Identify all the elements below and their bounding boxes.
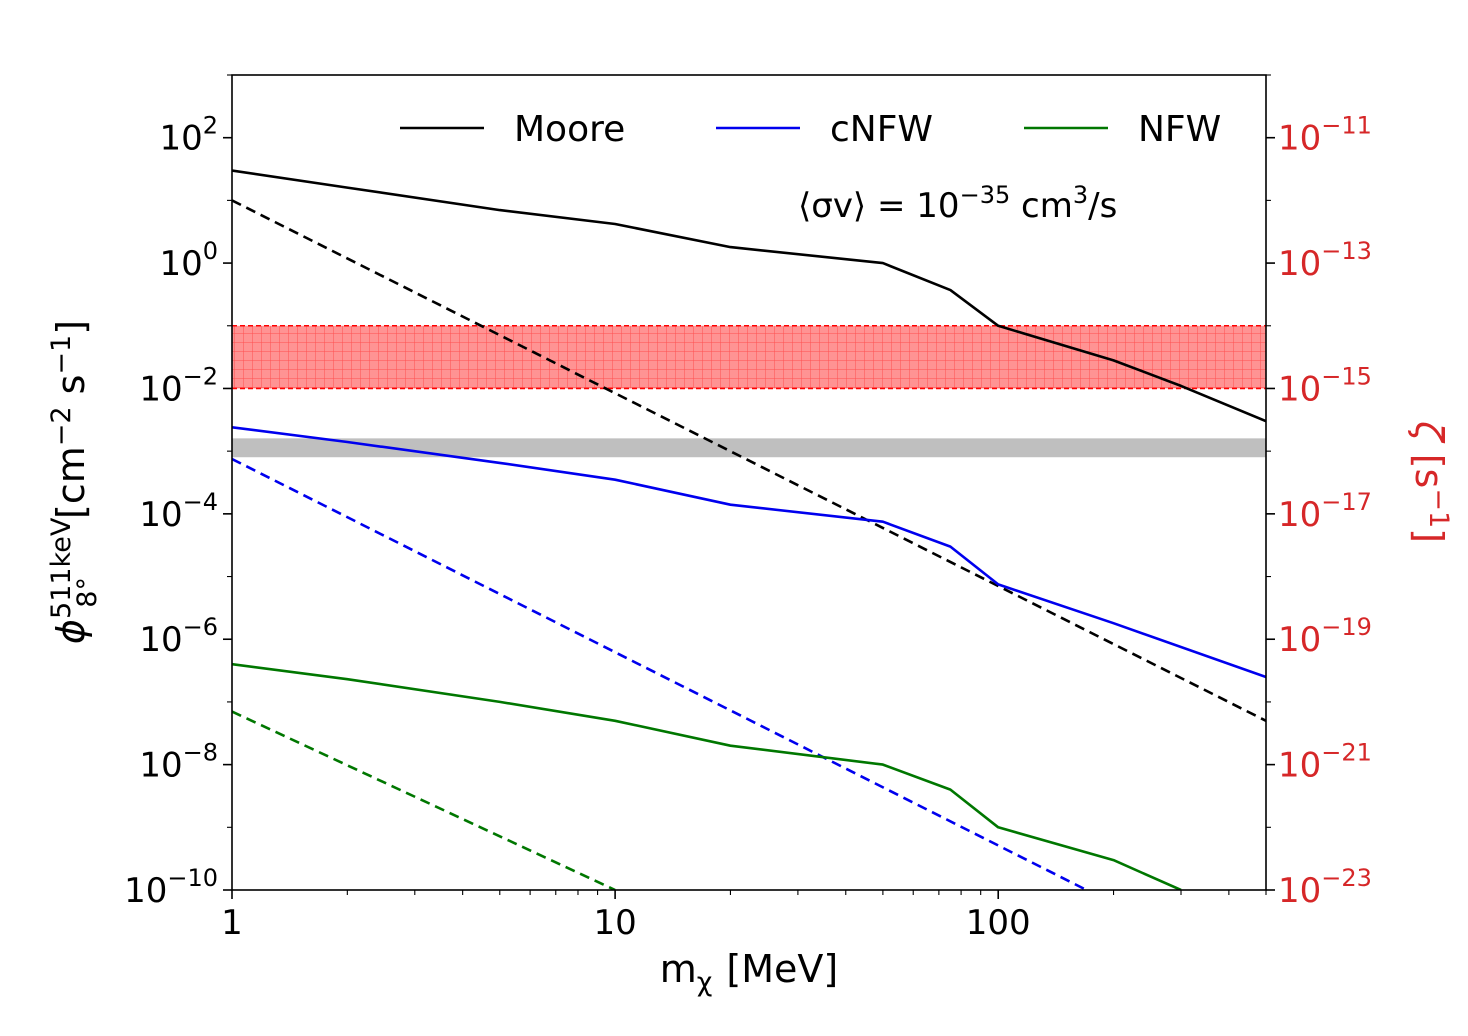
y2-tick-label: 10−19 — [1278, 613, 1372, 660]
series-cnfw-dashed — [232, 457, 1088, 890]
plot-frame — [231, 74, 1267, 891]
y2-tick-label: 10−21 — [1278, 739, 1372, 786]
x-axis-label: mχ [MeV] — [660, 947, 838, 998]
series-moore-solid — [232, 169, 1266, 423]
series-nfw-dashed — [232, 710, 616, 890]
legend-label-moore: Moore — [514, 109, 625, 150]
y-tick-label: 10−10 — [124, 864, 218, 911]
y-tick-label: 10−4 — [139, 488, 218, 535]
x-tick-label: 1 — [221, 903, 243, 943]
legend-label-nfw: NFW — [1138, 109, 1221, 150]
y2-tick-label: 10−17 — [1278, 488, 1372, 535]
series-layer — [232, 169, 1266, 890]
legend: Moore cNFW NFW — [400, 109, 1221, 150]
ticks-layer — [223, 74, 1275, 899]
tick-labels-layer: 1 10 100 102 100 10−2 10−4 10−6 10−8 10−10 10−11 10… — [124, 112, 1372, 943]
y2-tick-label: 10−13 — [1278, 237, 1372, 284]
y-tick-label: 10−6 — [139, 613, 218, 660]
series-moore-dashed — [232, 199, 1266, 722]
series-cnfw-solid — [232, 426, 1266, 679]
x-tick-label: 100 — [966, 903, 1031, 943]
y2-axis-label: ζ[s−1] — [1407, 420, 1454, 543]
cross-section-annotation: ⟨σv⟩ = 10−35 cm3/s — [798, 181, 1117, 226]
y-tick-label: 10−8 — [139, 739, 218, 786]
series-nfw-solid — [232, 662, 1182, 890]
band-red-hatched — [232, 325, 1266, 389]
y-tick-label: 10−2 — [139, 362, 218, 409]
x-tick-label: 10 — [593, 903, 636, 943]
legend-label-cnfw: cNFW — [830, 109, 933, 150]
y-axis-label: ϕ511keV8°[cm−2 s−1] — [46, 320, 103, 644]
bands-layer — [232, 325, 1266, 458]
y-tick-label: 102 — [159, 112, 218, 159]
band-gray — [232, 438, 1266, 458]
y2-tick-label: 10−23 — [1278, 864, 1372, 911]
y-tick-label: 100 — [159, 237, 218, 284]
y2-tick-label: 10−15 — [1278, 362, 1372, 409]
y2-tick-label: 10−11 — [1278, 112, 1372, 159]
